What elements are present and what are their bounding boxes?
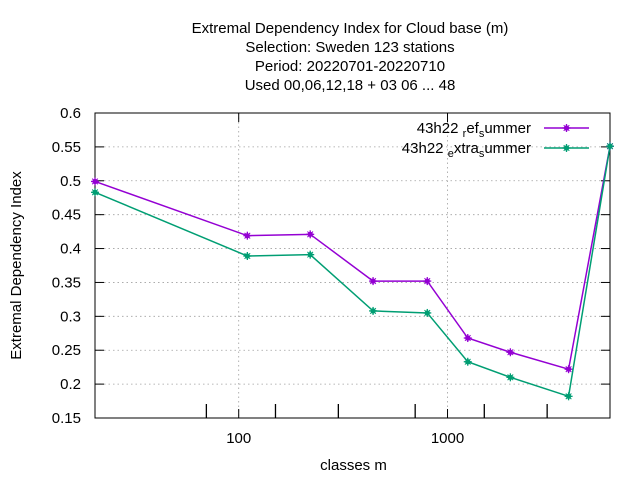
series-2-point (564, 392, 573, 401)
chart-title: Extremal Dependency Index for Cloud base… (192, 20, 509, 94)
series-2-point (91, 188, 99, 197)
series-1-point (463, 334, 472, 343)
series-2 (91, 142, 614, 401)
series-1-point (306, 230, 315, 239)
legend-swatch-marker (562, 144, 571, 152)
legend-text-part: 43h22 (402, 140, 448, 157)
legend-text-part: ummer (484, 140, 531, 157)
series-1-point (564, 365, 573, 374)
marker-diag2 (424, 277, 431, 285)
marker-diag2 (91, 178, 99, 185)
y-tick-label: 0.55 (52, 139, 81, 156)
y-tick-label: 0.6 (60, 105, 81, 122)
series-2-point (463, 357, 472, 366)
legend-item-1: 43h22 refsummer (417, 120, 589, 140)
y-tick-label: 0.5 (60, 173, 81, 190)
marker-diag2 (244, 252, 251, 260)
legend-label: 43h22 extrasummer (402, 140, 531, 160)
x-tick-label: 100 (226, 430, 251, 447)
marker-diag2 (565, 366, 572, 373)
legend-subscript: r (463, 128, 467, 140)
y-tick-label: 0.15 (52, 410, 81, 427)
series-1 (91, 142, 614, 374)
marker-diag2 (507, 374, 514, 381)
series-2-point (506, 373, 515, 382)
marker-diag2 (606, 143, 614, 150)
series-2-point (423, 308, 432, 317)
marker-diag2 (369, 277, 377, 285)
legend-subscript: e (448, 148, 454, 160)
y-axis-label: Extremal Dependency Index (8, 171, 25, 360)
marker-diag2 (507, 349, 514, 356)
marker-diag2 (91, 189, 99, 196)
axis-ticks: 0.15 0.2 0.25 0.3 0.35 0.4 0.45 0.5 0.55 0.6 100 10… (52, 105, 610, 447)
marker-diag2 (307, 251, 314, 258)
legend-item-2: 43h22 extrasummer (402, 140, 589, 160)
marker-diag2 (424, 309, 431, 317)
marker-diag2 (565, 393, 572, 400)
title-line-3: Period: 20220701-20220710 (255, 58, 445, 75)
legend-text-part: xtra (454, 140, 480, 157)
y-tick-label: 0.35 (52, 274, 81, 291)
series-1-point (91, 177, 99, 186)
title-line-2: Selection: Sweden 123 stations (245, 39, 454, 56)
y-tick-label: 0.3 (60, 308, 81, 325)
marker-diag2 (464, 334, 471, 342)
marker-diag2 (464, 358, 471, 365)
marker-diag2 (563, 124, 570, 132)
marker-diag2 (563, 144, 570, 152)
series-1-point (506, 348, 515, 357)
title-line-1: Extremal Dependency Index for Cloud base… (192, 20, 509, 37)
y-tick-label: 0.45 (52, 207, 81, 224)
series-1-line (94, 146, 611, 371)
marker-diag2 (369, 307, 377, 315)
title-line-4: Used 00,06,12,18 + 03 06 ... 48 (245, 77, 456, 94)
legend-text-part: ef (466, 120, 479, 137)
series-2-point (606, 142, 614, 151)
y-tick-label: 0.2 (60, 376, 81, 393)
legend-swatch-marker (562, 124, 571, 132)
series-1-point (423, 277, 432, 286)
x-tick-label: 1000 (431, 430, 464, 447)
marker-diag2 (244, 232, 251, 239)
x-axis-label: classes m (320, 457, 387, 474)
legend-subscript: s (479, 128, 485, 140)
series-2-point (243, 252, 252, 261)
legend-subscript: s (479, 148, 485, 160)
legend-text-part: ummer (484, 120, 531, 137)
plot-border (94, 112, 611, 419)
series-2-point (306, 250, 315, 259)
series-1-point (369, 277, 378, 286)
series-2-point (369, 306, 378, 315)
marker-diag2 (307, 231, 314, 238)
grid-lines (95, 113, 610, 418)
series-layer (91, 142, 614, 401)
legend-text-part: 43h22 (417, 120, 463, 137)
series-1-point (243, 231, 252, 240)
y-tick-label: 0.25 (52, 342, 81, 359)
legend-label: 43h22 refsummer (417, 120, 531, 140)
y-tick-label: 0.4 (60, 241, 81, 258)
